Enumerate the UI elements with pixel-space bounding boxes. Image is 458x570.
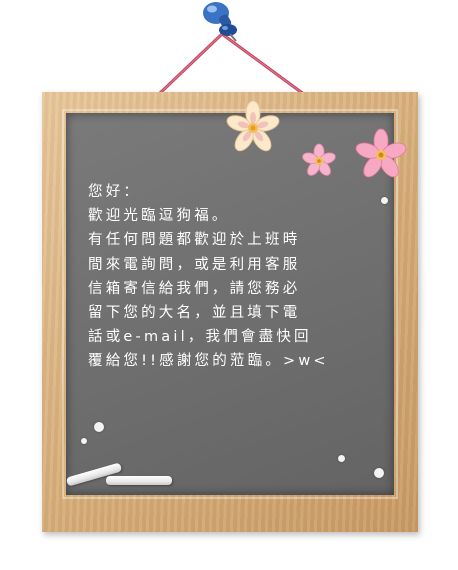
hanging-string bbox=[156, 32, 307, 97]
message-line: 話或e-mail，我們會盡快回 bbox=[88, 329, 312, 346]
message-line: 信箱寄信給我們，請您務必 bbox=[88, 280, 301, 297]
chalk-dot bbox=[81, 438, 87, 444]
welcome-line: 歡迎光臨逗狗福。 bbox=[88, 208, 230, 225]
chalk-icon bbox=[106, 476, 172, 485]
flower-icon bbox=[226, 100, 280, 152]
push-pin-icon bbox=[203, 2, 237, 42]
greeting-line: 您好： bbox=[88, 184, 142, 200]
chalkboard bbox=[66, 113, 394, 495]
frame-inner-edge bbox=[62, 109, 398, 499]
chalk-dot bbox=[381, 197, 388, 204]
message-line: 留下您的大名，並且填下電 bbox=[88, 305, 301, 322]
chalk-message: 您好： 歡迎光臨逗狗福。 有任何問題都歡迎於上班時 間來電詢問，或是利用客服 信… bbox=[88, 180, 388, 374]
chalk-dot bbox=[374, 468, 384, 478]
message-line: 覆給您!!感謝您的蒞臨。>w< bbox=[88, 353, 329, 370]
chalk-dot bbox=[338, 455, 345, 462]
flower-icon bbox=[302, 143, 336, 176]
chalk-dot bbox=[94, 422, 104, 432]
flower-icon bbox=[355, 128, 407, 178]
message-line: 有任何問題都歡迎於上班時 bbox=[88, 232, 301, 249]
message-line: 間來電詢問，或是利用客服 bbox=[88, 256, 301, 273]
